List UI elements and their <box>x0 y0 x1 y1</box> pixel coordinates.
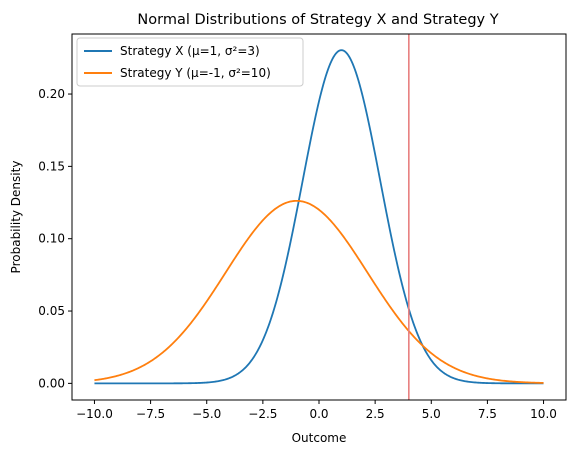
y-tick-label: 0.10 <box>38 232 65 246</box>
x-tick-label: −7.5 <box>136 407 165 421</box>
x-tick-label: 2.5 <box>366 407 385 421</box>
x-tick-label: 10.0 <box>530 407 557 421</box>
y-tick-label: 0.05 <box>38 304 65 318</box>
x-tick-label: 0.0 <box>309 407 328 421</box>
x-tick-label: 5.0 <box>422 407 441 421</box>
x-tick-label: −5.0 <box>192 407 221 421</box>
series-layer <box>94 49 544 385</box>
legend-frame <box>76 37 304 87</box>
x-tick-label: −10.0 <box>76 407 113 421</box>
series-line-1 <box>94 199 544 384</box>
plot-frame <box>71 33 567 401</box>
x-axis-label: Outcome <box>292 431 347 445</box>
y-tick-label: 0.15 <box>38 159 65 173</box>
series-line-0 <box>94 49 544 385</box>
y-tick-label: 0.20 <box>38 87 65 101</box>
x-axis-ticks: −10.0 −7.5 −5.0 −2.5 0.0 2.5 5.0 7.5 10.0 <box>76 400 557 421</box>
legend-label-strategy-x: Strategy X (μ=1, σ²=3) <box>120 44 260 58</box>
legend: Strategy X (μ=1, σ²=3) Strategy Y (μ=-1,… <box>76 37 304 87</box>
y-axis-label: Probability Density <box>9 161 23 274</box>
chart-title: Normal Distributions of Strategy X and S… <box>137 12 498 28</box>
plot-area <box>71 33 567 401</box>
x-tick-label: −2.5 <box>248 407 277 421</box>
y-axis-ticks: 0.00 0.05 0.10 0.15 0.20 <box>38 87 72 390</box>
y-tick-label: 0.00 <box>38 376 65 390</box>
legend-label-strategy-y: Strategy Y (μ=-1, σ²=10) <box>120 66 271 80</box>
x-tick-label: 7.5 <box>478 407 497 421</box>
